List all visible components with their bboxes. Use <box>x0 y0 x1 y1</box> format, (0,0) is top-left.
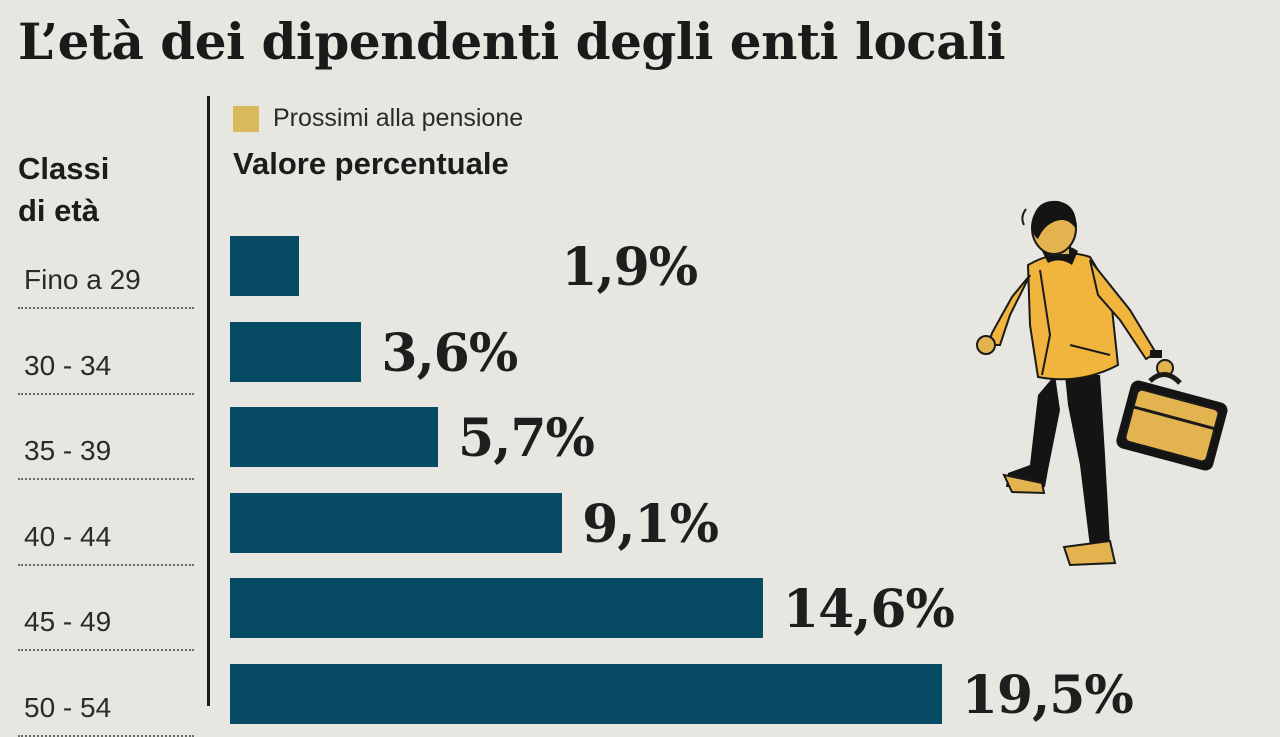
chart-title: L’età dei dipendenti degli enti locali <box>18 12 1006 71</box>
category-label: 30 - 34 <box>24 349 112 381</box>
bar-value-label: 9,1% <box>582 493 719 555</box>
bar <box>230 578 763 638</box>
category-axis-title: Classi di età <box>18 148 109 232</box>
category-axis-title-line-2: di età <box>18 193 99 228</box>
bar <box>230 663 942 724</box>
bar-value-label: 3,6% <box>381 322 518 384</box>
row-separator <box>18 392 194 395</box>
category-label: 45 - 49 <box>24 606 112 637</box>
legend-label: Prossimi alla pensione <box>273 104 524 132</box>
category-label: Fino a 29 <box>24 264 141 295</box>
bar <box>230 407 439 467</box>
row-separator <box>18 649 194 651</box>
chart-subtitle: Valore percentuale <box>233 146 509 181</box>
bar-value-label: 1,9% <box>561 237 698 298</box>
bar <box>230 492 563 553</box>
legend: Prossimi alla pensione <box>233 104 523 133</box>
bar <box>230 321 362 382</box>
legend-swatch <box>233 105 259 132</box>
row-separator <box>18 307 194 309</box>
category-axis-title-line-1: Classi <box>18 151 110 186</box>
category-label: 40 - 44 <box>24 520 112 552</box>
man-with-briefcase-illustration <box>976 200 1228 567</box>
bar-value-label: 19,5% <box>961 664 1134 726</box>
category-label: 35 - 39 <box>24 435 112 466</box>
bar-value-label: 5,7% <box>458 408 595 469</box>
row-separator <box>18 563 194 566</box>
row-separator <box>18 734 194 737</box>
axis-line <box>207 96 210 706</box>
bar-value-label: 14,6% <box>782 579 955 640</box>
category-label: 50 - 54 <box>24 691 112 723</box>
row-separator <box>18 478 194 480</box>
bar <box>230 236 300 296</box>
